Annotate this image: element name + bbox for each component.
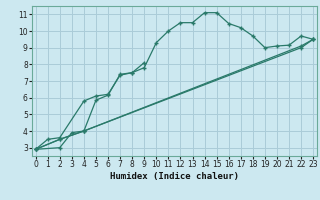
X-axis label: Humidex (Indice chaleur): Humidex (Indice chaleur): [110, 172, 239, 181]
